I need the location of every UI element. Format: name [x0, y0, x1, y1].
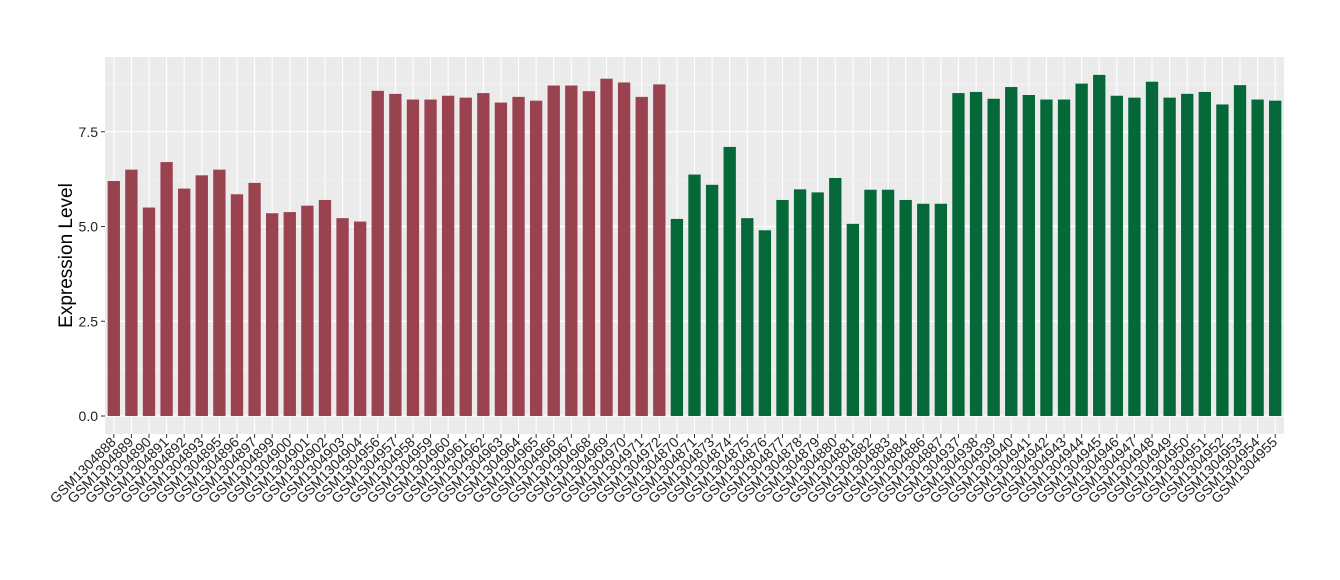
y-tick-label: 0.0 — [79, 408, 99, 424]
bar-GSM1304903 — [336, 218, 349, 416]
bar-GSM1304960 — [441, 95, 455, 416]
bar-GSM1304874 — [723, 146, 736, 416]
bar-GSM1304890 — [142, 207, 156, 416]
bar-GSM1304884 — [899, 199, 912, 416]
bar-GSM1304886 — [917, 203, 930, 416]
bar-GSM1304962 — [477, 93, 490, 416]
bar-GSM1304937 — [952, 93, 965, 416]
y-tick-label: 2.5 — [79, 313, 99, 329]
y-axis: 0.0 2.5 5.0 7.5 — [79, 124, 105, 424]
bar-GSM1304939 — [987, 98, 1000, 416]
bar-GSM1304949 — [1163, 97, 1176, 416]
bar-GSM1304881 — [846, 223, 860, 416]
bar-GSM1304940 — [1005, 87, 1018, 416]
bar-GSM1304888 — [107, 181, 120, 416]
bar-GSM1304970 — [617, 82, 631, 416]
bar-GSM1304969 — [600, 78, 613, 416]
bar-GSM1304878 — [793, 189, 807, 416]
bar-GSM1304942 — [1040, 99, 1053, 416]
bar-GSM1304873 — [705, 184, 719, 416]
bar-GSM1304952 — [1216, 104, 1229, 417]
bar-GSM1304944 — [1075, 83, 1088, 417]
bar-GSM1304941 — [1022, 94, 1035, 417]
bar-GSM1304879 — [811, 192, 824, 416]
bar-GSM1304972 — [653, 84, 666, 417]
bar-GSM1304892 — [178, 188, 191, 416]
bar-GSM1304899 — [266, 213, 279, 416]
bar-GSM1304901 — [301, 205, 314, 416]
x-axis: GSM1304888GSM1304889GSM1304890GSM1304891… — [47, 434, 1281, 507]
bar-GSM1304897 — [248, 182, 261, 416]
bar-GSM1304958 — [406, 99, 420, 416]
y-tick-label: 7.5 — [79, 124, 99, 140]
bar-GSM1304883 — [881, 189, 895, 416]
bar-GSM1304871 — [688, 174, 701, 416]
y-tick-label: 5.0 — [79, 219, 99, 235]
bar-GSM1304966 — [547, 85, 560, 416]
bar-GSM1304967 — [565, 85, 578, 416]
bar-GSM1304938 — [969, 91, 983, 416]
bar-GSM1304950 — [1181, 93, 1194, 416]
bar-GSM1304880 — [829, 177, 842, 416]
bar-GSM1304959 — [424, 99, 437, 416]
bar-GSM1304896 — [230, 194, 244, 416]
bar-GSM1304870 — [670, 218, 684, 416]
bar-GSM1304953 — [1233, 85, 1247, 416]
bar-GSM1304875 — [741, 218, 754, 416]
bar-GSM1304902 — [318, 199, 332, 416]
bar-GSM1304943 — [1057, 99, 1071, 416]
bar-GSM1304887 — [934, 203, 948, 416]
bar-GSM1304954 — [1251, 99, 1264, 416]
bar-GSM1304956 — [371, 90, 384, 416]
bars — [107, 74, 1282, 417]
bar-GSM1304895 — [213, 169, 226, 416]
bar-GSM1304876 — [758, 230, 772, 416]
bar-GSM1304889 — [125, 169, 138, 416]
bar-GSM1304882 — [864, 189, 877, 416]
bar-GSM1304963 — [494, 102, 508, 416]
bar-GSM1304947 — [1128, 97, 1141, 416]
bar-GSM1304893 — [195, 175, 208, 416]
bar-GSM1304961 — [459, 97, 472, 416]
bar-GSM1304964 — [512, 96, 525, 416]
bar-GSM1304965 — [529, 100, 543, 417]
bar-GSM1304877 — [776, 199, 789, 416]
y-axis-title: Expression Level — [56, 183, 77, 328]
bar-GSM1304948 — [1145, 81, 1159, 416]
bar-GSM1304945 — [1093, 74, 1106, 417]
bar-GSM1304900 — [283, 212, 296, 416]
bar-GSM1304951 — [1198, 91, 1211, 416]
bar-GSM1304891 — [160, 162, 173, 416]
bar-GSM1304971 — [635, 96, 648, 416]
bar-GSM1304904 — [354, 221, 367, 416]
bar-GSM1304968 — [582, 91, 596, 416]
bar-GSM1304946 — [1110, 95, 1123, 416]
bar-GSM1304957 — [389, 93, 402, 416]
bar-GSM1304955 — [1269, 100, 1282, 417]
